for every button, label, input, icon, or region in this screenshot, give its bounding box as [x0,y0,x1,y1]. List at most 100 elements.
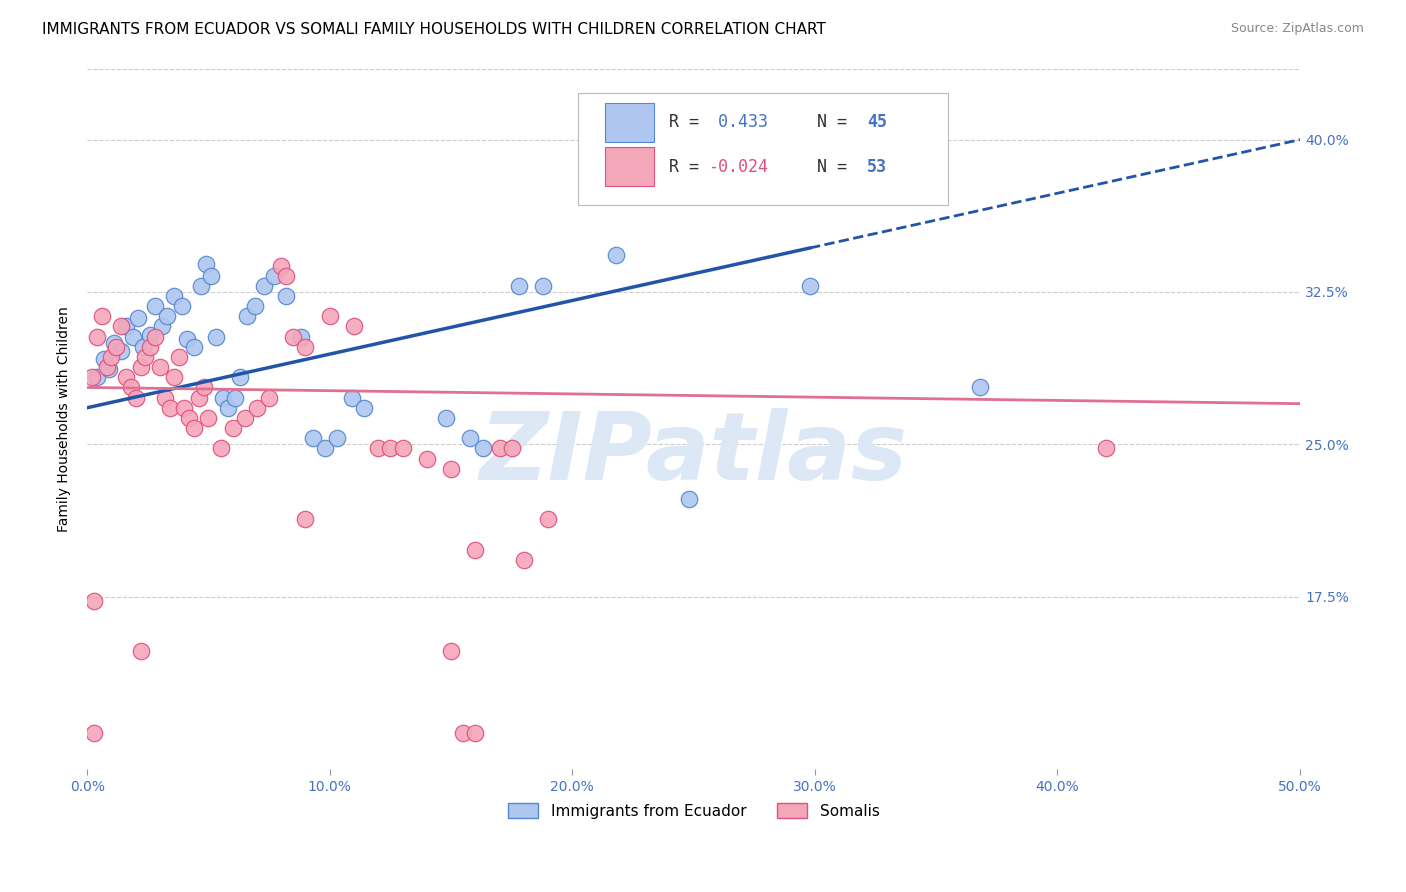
Point [274,289,297,303]
Point [501,442,523,456]
Text: Source: ZipAtlas.com: Source: ZipAtlas.com [1230,22,1364,36]
Point [294,340,316,354]
Point [187,391,209,405]
Text: 45: 45 [868,113,887,131]
Point [222,421,245,435]
Point [110,343,132,358]
Point [96,360,118,375]
Point [1095,442,1118,456]
Point [340,391,363,405]
Point [120,380,142,394]
Point [122,329,145,343]
Point [170,299,193,313]
Point [969,380,991,394]
Point [464,543,486,558]
Point [471,442,494,456]
Point [537,512,560,526]
Point [129,360,152,375]
Point [156,310,179,324]
Point [150,319,173,334]
Point [143,329,166,343]
Point [149,360,172,375]
Point [183,421,205,435]
Point [217,401,239,415]
Point [129,644,152,658]
Point [343,319,366,334]
Point [134,350,156,364]
Point [243,299,266,313]
Point [464,725,486,739]
Point [263,268,285,283]
Point [80,370,103,384]
Point [283,329,305,343]
Point [86,329,108,343]
Point [233,410,256,425]
Point [93,351,115,366]
Point [195,256,218,270]
Point [799,278,821,293]
Legend: Immigrants from Ecuador, Somalis: Immigrants from Ecuador, Somalis [502,797,886,825]
Point [380,442,402,456]
Point [367,442,389,456]
Point [103,335,125,350]
Point [460,431,482,445]
Point [508,278,530,293]
Point [200,268,222,283]
Point [253,278,276,293]
Text: R =: R = [669,158,710,176]
Text: ZIPatlas: ZIPatlas [479,408,908,500]
FancyBboxPatch shape [605,103,654,142]
Point [139,327,162,342]
Point [176,332,198,346]
Point [115,319,138,334]
Point [224,391,246,405]
FancyBboxPatch shape [605,147,654,186]
Point [440,644,463,658]
Point [139,340,162,354]
Point [115,370,138,384]
Point [197,410,219,425]
Text: N =: N = [797,158,856,176]
Point [314,442,336,456]
Point [274,268,297,283]
Point [127,311,149,326]
Point [270,259,292,273]
Point [163,370,186,384]
Point [301,431,323,445]
Point [83,725,105,739]
Point [209,442,232,456]
Point [440,461,463,475]
Point [183,340,205,354]
Point [513,553,536,567]
Point [86,370,108,384]
Text: -0.024: -0.024 [709,158,768,176]
Point [159,401,181,415]
Point [212,391,235,405]
Point [229,370,252,384]
Text: R =: R = [669,113,710,131]
Point [132,340,155,354]
Point [110,319,132,334]
Text: IMMIGRANTS FROM ECUADOR VS SOMALI FAMILY HOUSEHOLDS WITH CHILDREN CORRELATION CH: IMMIGRANTS FROM ECUADOR VS SOMALI FAMILY… [42,22,827,37]
Point [531,278,554,293]
Point [204,329,226,343]
Point [105,340,128,354]
Point [246,401,269,415]
Point [434,410,457,425]
Point [173,401,195,415]
Point [319,310,342,324]
Point [177,410,200,425]
Y-axis label: Family Households with Children: Family Households with Children [58,306,72,532]
Point [100,350,122,364]
Point [353,401,375,415]
Point [451,725,474,739]
Point [326,431,349,445]
Point [294,512,316,526]
FancyBboxPatch shape [578,93,948,205]
Point [236,310,259,324]
Point [163,289,186,303]
Text: 53: 53 [868,158,887,176]
Text: 0.433: 0.433 [709,113,768,131]
Point [153,391,176,405]
Point [290,329,312,343]
